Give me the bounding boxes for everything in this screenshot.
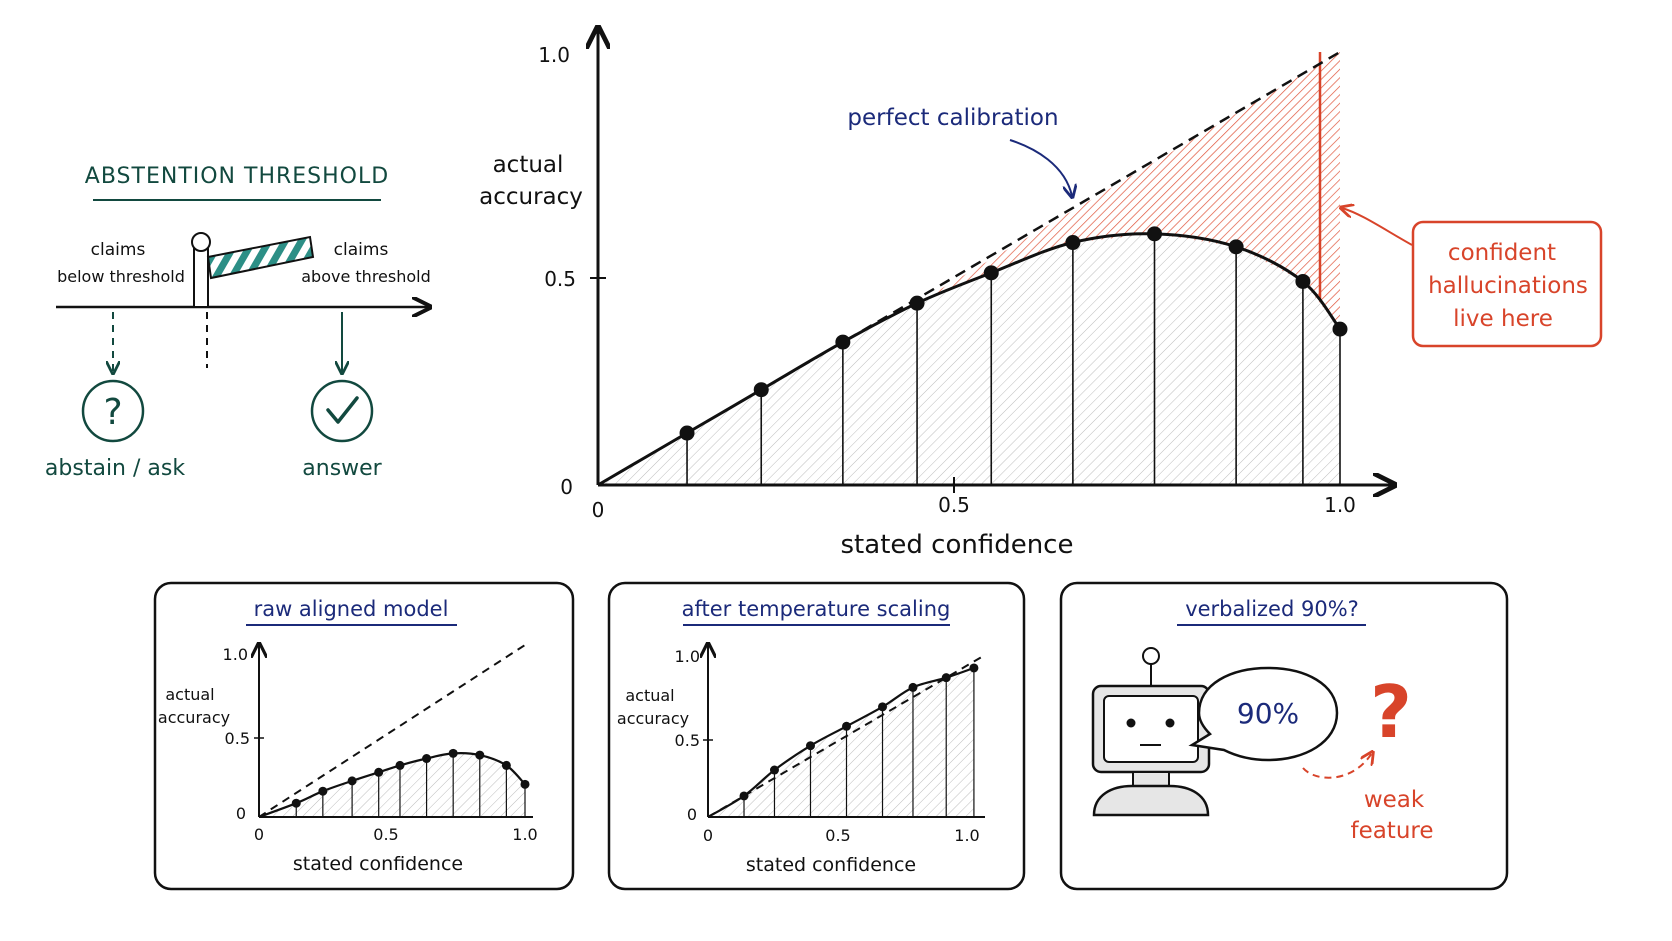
perfect-calibration-arrow (1009, 139, 1072, 196)
main-y-tick-05: 0.5 (544, 267, 576, 291)
main-area-under-curve (598, 233, 1340, 485)
perfect-calibration-label: perfect calibration (847, 105, 1058, 131)
temp-xlabel: stated confidence (746, 854, 916, 876)
temp-data-point-5 (878, 702, 888, 712)
temp-data-point-4 (842, 721, 851, 731)
gap-label-line2: hallucinations (1428, 273, 1588, 299)
raw-data-point-5 (395, 760, 405, 770)
question-circle-icon: ? (81, 379, 145, 443)
main-data-point-7 (1147, 226, 1162, 242)
weak-feature-arrow (1302, 753, 1372, 779)
raw-y-tick-05: 0.5 (225, 729, 250, 748)
temp-y-tick-05: 0.5 (675, 731, 700, 750)
temp-ylabel-line2: accuracy (617, 709, 689, 728)
answer-label: answer (302, 456, 382, 481)
raw-x-tick-1: 1.0 (512, 825, 537, 844)
raw-data-point-4 (374, 767, 384, 777)
temp-x-tick-0: 0 (703, 826, 713, 845)
svg-text:?: ? (103, 392, 122, 433)
raw-data-point-10 (520, 779, 530, 789)
check-circle-icon (310, 379, 374, 443)
hallucination-callout: confident hallucinations live here (1342, 208, 1603, 348)
weak-label-line2: feature (1350, 818, 1433, 844)
raw-data-point-9 (501, 760, 511, 770)
raw-data-point-3 (347, 776, 357, 786)
temp-data-point-1 (739, 791, 749, 801)
main-chart: 1.0 0.5 0 0 0.5 1.0 actual accuracy stat… (479, 30, 1603, 560)
raw-ylabel-line1: actual (165, 685, 214, 704)
raw-y-tick-0: 0 (236, 804, 246, 823)
main-data-point-9 (1295, 273, 1311, 289)
raw-x-tick-05: 0.5 (373, 825, 398, 844)
temp-y-tick-0: 0 (687, 805, 697, 824)
temp-data-point-3 (805, 741, 815, 751)
panel-raw: raw aligned model 1.0 0.5 0 0 0.5 1.0 ac… (153, 581, 575, 891)
main-data-point-4 (909, 295, 925, 311)
main-y-tick-0: 0 (560, 475, 573, 499)
main-x-tick-0: 0 (592, 498, 605, 522)
raw-y-tick-1: 1.0 (223, 645, 248, 664)
main-x-tick-1: 1.0 (1324, 493, 1356, 517)
threshold-diagram: ABSTENTION THRESHOLD claims below thresh… (45, 164, 431, 481)
raw-data-point-1 (291, 798, 301, 808)
raw-data-point-6 (422, 754, 432, 764)
main-ylabel-line2: accuracy (479, 184, 583, 210)
panel-temp-title: after temperature scaling (682, 597, 951, 621)
bubble-text: 90% (1237, 697, 1299, 730)
main-data-point-8 (1228, 239, 1244, 255)
barrier-gate-icon (191, 232, 315, 308)
speech-bubble: 90% (1188, 666, 1339, 762)
raw-data-point-7 (448, 748, 458, 758)
question-mark-icon: ? (1370, 670, 1412, 754)
temp-y-tick-1: 1.0 (675, 647, 700, 666)
left-label-line1: claims (91, 240, 146, 260)
panel-verbal: verbalized 90%? 90% ? weak feature (1059, 581, 1509, 891)
raw-xlabel: stated confidence (293, 853, 463, 875)
raw-perfect-calibration-line (258, 644, 526, 818)
panel-raw-title: raw aligned model (254, 597, 449, 621)
right-label-line1: claims (334, 240, 389, 260)
panel-temp: after temperature scaling 1.0 0.5 0 0 0.… (607, 581, 1026, 891)
abstain-label: abstain / ask (45, 456, 185, 481)
main-data-point-2 (753, 382, 769, 398)
panel-verbal-title: verbalized 90%? (1185, 597, 1359, 621)
robot-icon (1091, 647, 1211, 817)
temp-data-point-2 (769, 765, 779, 775)
main-data-point-10 (1332, 321, 1348, 337)
temp-data-point-6 (908, 682, 918, 692)
right-label-line2: above threshold (301, 267, 431, 286)
left-label-line2: below threshold (57, 267, 185, 286)
raw-area-under-curve (259, 753, 525, 817)
main-data-point-1 (679, 425, 695, 441)
temp-data-point-7 (941, 673, 951, 683)
main-xlabel: stated confidence (841, 530, 1074, 560)
main-ylabel-line1: actual (493, 152, 564, 178)
raw-x-tick-0: 0 (254, 825, 264, 844)
temp-x-tick-05: 0.5 (825, 826, 850, 845)
gap-label-line1: confident (1448, 240, 1556, 266)
raw-ylabel-line2: accuracy (158, 708, 230, 727)
panel-raw-frame (153, 581, 575, 891)
gap-label-line3: live here (1453, 306, 1553, 332)
weak-label-line1: weak (1364, 787, 1425, 813)
main-data-point-3 (835, 334, 851, 350)
main-data-point-6 (1065, 235, 1081, 251)
temp-ylabel-line1: actual (625, 686, 674, 705)
temp-x-tick-1: 1.0 (954, 826, 979, 845)
raw-data-point-8 (475, 750, 485, 760)
main-x-tick-05: 0.5 (938, 493, 970, 517)
threshold-title: ABSTENTION THRESHOLD (85, 164, 389, 189)
raw-data-point-2 (318, 786, 328, 796)
temp-data-point-8 (969, 663, 979, 673)
hallucination-callout-arrow (1342, 208, 1413, 246)
main-data-point-5 (983, 265, 999, 281)
main-y-tick-1: 1.0 (538, 43, 570, 67)
